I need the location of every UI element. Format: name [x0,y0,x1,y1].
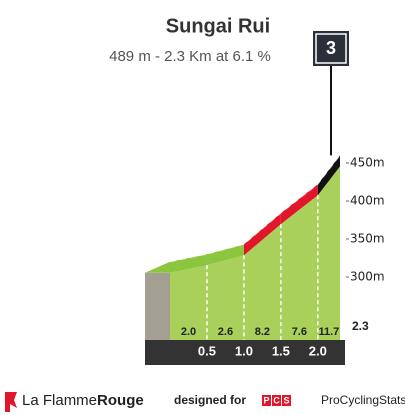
pcs-box [272,395,281,406]
ribbon-start [145,261,170,273]
category-label: 3 [326,38,336,58]
pcs-box [262,395,271,406]
brand-light: La FlammeRouge [22,392,144,409]
gradient-label: 2.6 [218,326,233,338]
altitude-label: 350m [350,232,385,246]
profile-line [169,155,341,263]
distance-label: 1.5 [272,343,290,358]
pcs-letter: P [263,395,269,405]
gradient-segment [243,213,281,256]
pcs-letter: C [273,395,280,405]
total-distance: 2.3 [352,319,369,333]
category-badge-border [315,33,347,64]
pcs-letter: S [283,395,289,405]
gradient-label: 7.6 [292,326,307,338]
altitude-label: 300m [350,270,385,284]
gradient-segment [170,254,207,273]
distance-label: 0.5 [198,343,216,358]
gradient-label: 11.7 [319,326,340,338]
front-face [170,166,340,340]
category-badge [313,31,349,66]
altitude-label: 450m [350,156,385,170]
pcs-name: ProCyclingStats [321,393,405,407]
distance-label: 2.0 [309,343,327,358]
gradient-label: 2.0 [181,326,196,338]
gradient-segment [317,155,340,196]
distance-label: 1.0 [235,343,253,358]
pcs-box [282,395,291,406]
gradient-label: 8.2 [255,326,270,338]
flag-icon [5,392,17,412]
designed-for: designed for [174,393,246,407]
altitude-label: 400m [350,194,385,208]
title: Sungai Rui [166,15,270,37]
gradient-segment [280,184,318,225]
brand-bold: Rouge [97,392,144,409]
subtitle: 489 m - 2.3 Km at 6.1 % [109,48,271,65]
side-face [145,272,170,340]
gradient-segment [206,244,244,266]
profile: 2.0 2.6 8.2 7.6 11.7 0.5 1.0 1.5 2.0 2.3 300m 350m 4… [145,66,385,365]
distance-strip [145,340,345,365]
brand-light-text: La Flamme [22,392,97,409]
